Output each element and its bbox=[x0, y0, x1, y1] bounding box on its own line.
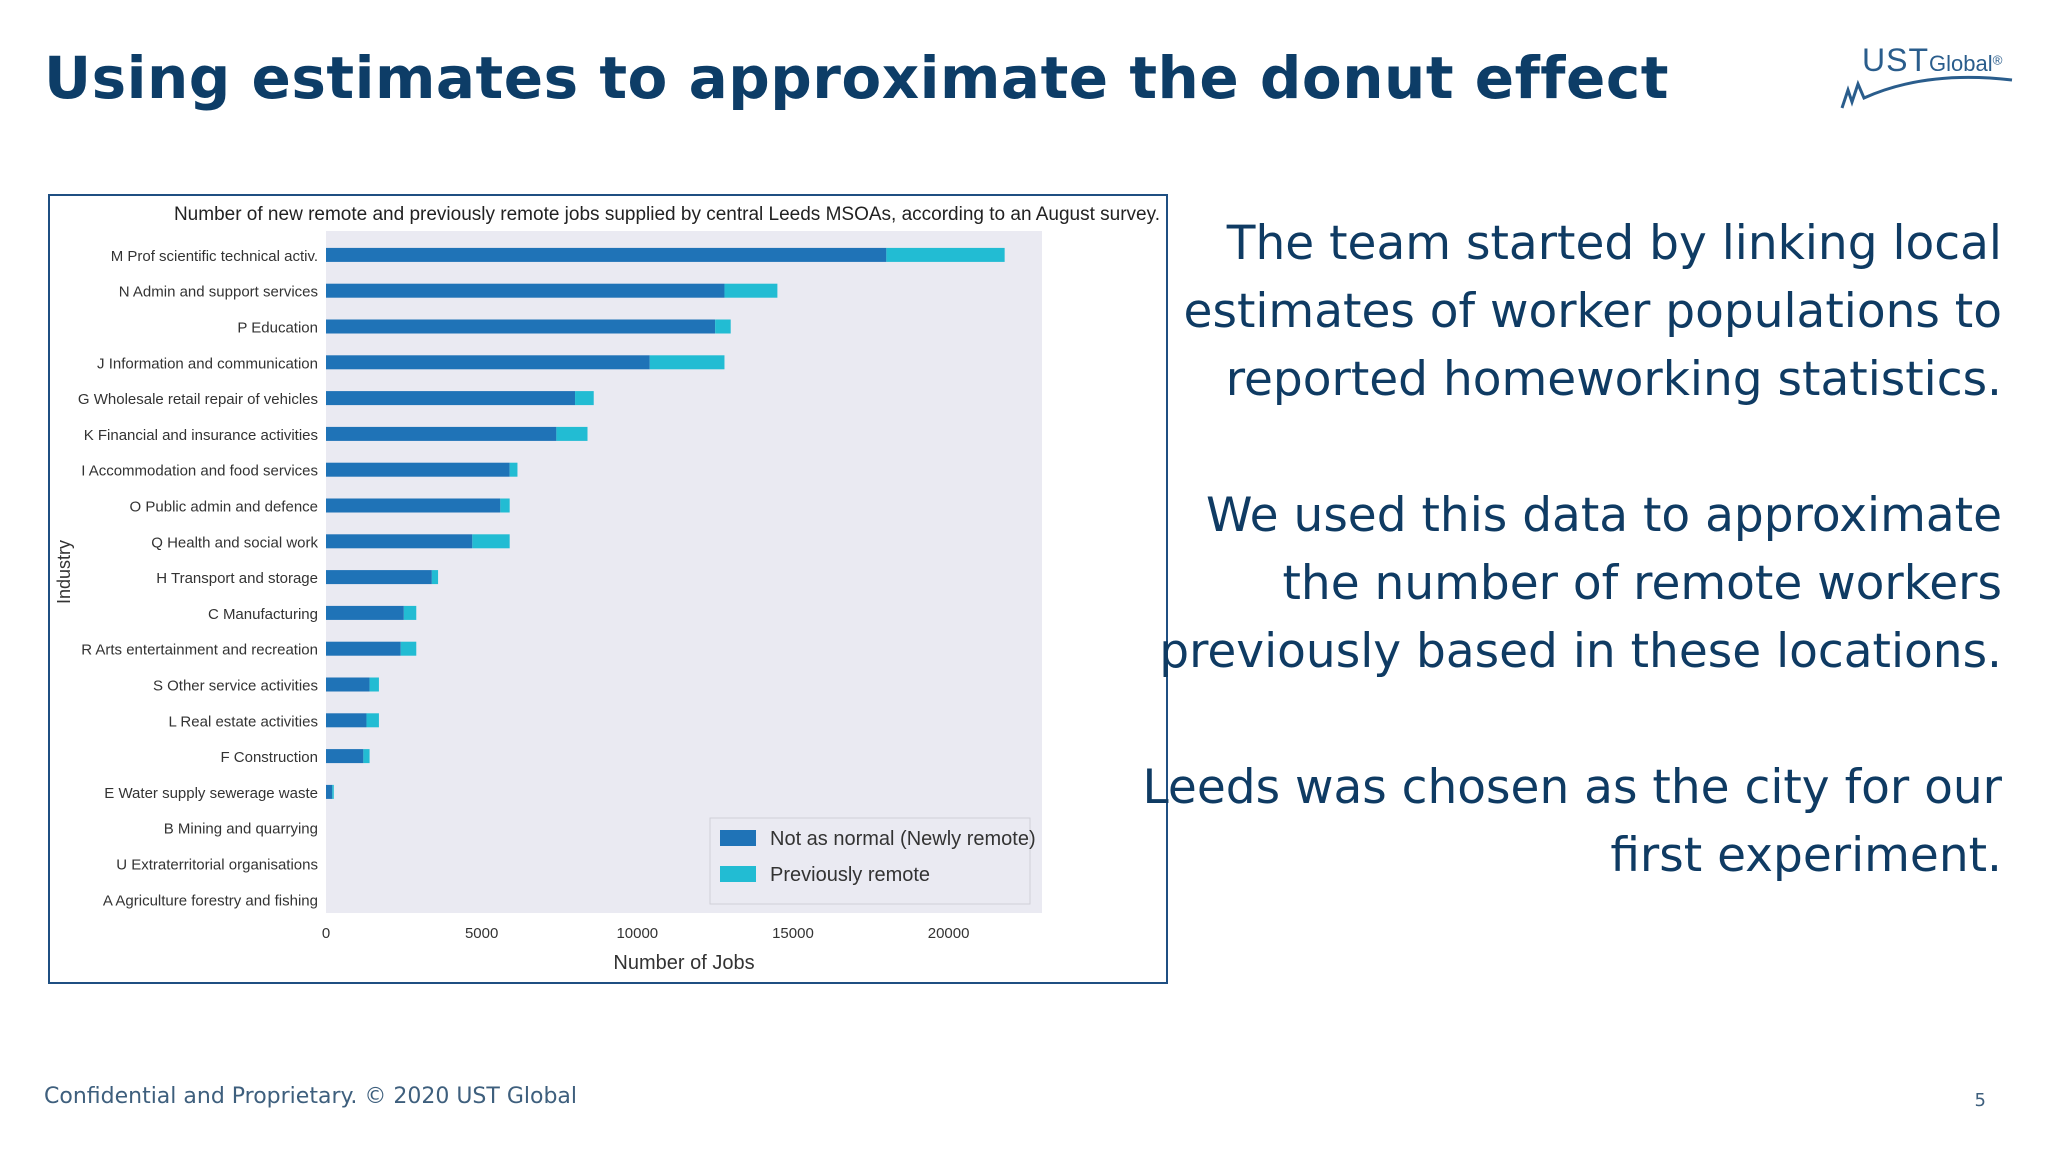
chart-legend: Not as normal (Newly remote) Previously … bbox=[709, 817, 1036, 905]
bar-newly-remote-i-accommodation-and-food-services bbox=[326, 462, 510, 477]
chart-title: Number of new remote and previously remo… bbox=[174, 204, 1160, 225]
bar-previously-remote-f-construction bbox=[363, 749, 370, 764]
plot-background bbox=[326, 231, 1042, 913]
bar-previously-remote-q-health-and-social-work bbox=[472, 534, 510, 549]
category-label-j-information-and-communication: J Information and communication bbox=[97, 355, 318, 372]
x-tick-label-20000: 20000 bbox=[928, 925, 970, 942]
category-label-k-financial-and-insurance-activities: K Financial and insurance activities bbox=[84, 427, 318, 444]
category-labels: M Prof scientific technical activ. N Admi… bbox=[78, 248, 319, 909]
category-label-n-admin-and-support-services: N Admin and support services bbox=[119, 284, 318, 301]
bar-newly-remote-f-construction bbox=[326, 749, 364, 764]
bar-newly-remote-m-prof-scientific-technical-activ bbox=[326, 247, 887, 262]
category-label-u-extraterritorial-organisations: U Extraterritorial organisations bbox=[116, 857, 318, 874]
bar-newly-remote-p-education bbox=[326, 319, 716, 334]
bar-previously-remote-s-other-service-activities bbox=[369, 677, 379, 692]
logo-swoosh-icon bbox=[1840, 75, 2013, 109]
x-tick-label-5000: 5000 bbox=[465, 925, 498, 942]
bar-newly-remote-j-information-and-communication bbox=[326, 355, 650, 370]
chart-canvas: Number of new remote and previously remo… bbox=[54, 204, 1160, 974]
x-tick-label-15000: 15000 bbox=[772, 925, 814, 942]
category-label-b-mining-and-quarrying: B Mining and quarrying bbox=[164, 821, 318, 838]
bar-newly-remote-n-admin-and-support-services bbox=[326, 283, 725, 298]
bar-previously-remote-e-water-supply-sewerage-waste bbox=[332, 784, 334, 799]
x-axis-ticks: 0 5000 10000 15000 20000 bbox=[322, 925, 970, 942]
footer-copyright: Confidential and Proprietary. © 2020 UST… bbox=[44, 1084, 578, 1109]
bar-newly-remote-g-wholesale-retail-repair-of-vehicles bbox=[326, 391, 576, 406]
bar-newly-remote-c-manufacturing bbox=[326, 605, 404, 620]
body-paragraph-1: The team started by linking local estima… bbox=[1183, 216, 2002, 407]
bar-previously-remote-i-accommodation-and-food-services bbox=[509, 462, 518, 477]
bar-newly-remote-o-public-admin-and-defence bbox=[326, 498, 501, 513]
y-axis-label: Industry bbox=[54, 540, 74, 604]
page-number: 5 bbox=[1974, 1090, 1986, 1111]
bar-newly-remote-l-real-estate-activities bbox=[326, 713, 367, 728]
category-label-a-agriculture-forestry-and-fishing: A Agriculture forestry and fishing bbox=[103, 892, 318, 909]
bar-previously-remote-o-public-admin-and-defence bbox=[500, 498, 510, 513]
category-label-g-wholesale-retail-repair-of-vehicles: G Wholesale retail repair of vehicles bbox=[78, 391, 318, 408]
company-logo: USTGlobal® bbox=[1836, 40, 2016, 112]
category-label-i-accommodation-and-food-services: I Accommodation and food services bbox=[81, 463, 318, 480]
category-label-m-prof-scientific-technical-activ: M Prof scientific technical activ. bbox=[111, 248, 318, 265]
category-label-e-water-supply-sewerage-waste: E Water supply sewerage waste bbox=[104, 785, 318, 802]
bar-newly-remote-q-health-and-social-work bbox=[326, 534, 473, 549]
category-label-l-real-estate-activities: L Real estate activities bbox=[168, 713, 318, 730]
bar-previously-remote-g-wholesale-retail-repair-of-vehicles bbox=[575, 391, 594, 406]
legend-swatch-previously-remote bbox=[720, 866, 756, 882]
bars-layer bbox=[326, 247, 1005, 799]
x-axis-label: Number of Jobs bbox=[613, 952, 754, 974]
category-label-q-health-and-social-work: Q Health and social work bbox=[151, 534, 318, 551]
category-label-h-transport-and-storage: H Transport and storage bbox=[156, 570, 318, 587]
category-label-f-construction: F Construction bbox=[220, 749, 318, 766]
bar-previously-remote-j-information-and-communication bbox=[649, 355, 725, 370]
x-tick-label-10000: 10000 bbox=[616, 925, 658, 942]
bar-previously-remote-p-education bbox=[715, 319, 731, 334]
category-label-r-arts-entertainment-and-recreation: R Arts entertainment and recreation bbox=[81, 642, 318, 659]
bar-previously-remote-h-transport-and-storage bbox=[431, 570, 439, 585]
category-label-p-education: P Education bbox=[237, 320, 318, 337]
logo-wordmark: USTGlobal® bbox=[1862, 42, 2003, 78]
bar-newly-remote-k-financial-and-insurance-activities bbox=[326, 426, 557, 441]
category-label-o-public-admin-and-defence: O Public admin and defence bbox=[130, 499, 318, 516]
category-label-s-other-service-activities: S Other service activities bbox=[153, 678, 318, 695]
legend-swatch-newly-remote bbox=[720, 830, 756, 846]
body-paragraph-2: We used this data to approximate the num… bbox=[1159, 488, 2002, 679]
category-label-c-manufacturing: C Manufacturing bbox=[208, 606, 318, 623]
slide-title: Using estimates to approximate the donut… bbox=[44, 44, 1669, 112]
legend-label-newly-remote: Not as normal (Newly remote) bbox=[770, 828, 1036, 850]
legend-label-previously-remote: Previously remote bbox=[770, 864, 930, 886]
bar-previously-remote-m-prof-scientific-technical-activ bbox=[886, 247, 1005, 262]
bar-previously-remote-l-real-estate-activities bbox=[366, 713, 379, 728]
bar-previously-remote-n-admin-and-support-services bbox=[724, 283, 778, 298]
bar-newly-remote-r-arts-entertainment-and-recreation bbox=[326, 641, 401, 656]
bar-newly-remote-s-other-service-activities bbox=[326, 677, 370, 692]
x-tick-label-0: 0 bbox=[322, 925, 330, 942]
body-text: The team started by linking local estima… bbox=[1142, 210, 2002, 890]
jobs-bar-chart: Number of new remote and previously remo… bbox=[48, 194, 1168, 984]
bar-previously-remote-c-manufacturing bbox=[403, 605, 417, 620]
body-paragraph-3: Leeds was chosen as the city for our fir… bbox=[1142, 760, 2002, 883]
legend-box bbox=[709, 817, 1031, 905]
bar-previously-remote-r-arts-entertainment-and-recreation bbox=[400, 641, 417, 656]
bar-newly-remote-h-transport-and-storage bbox=[326, 570, 432, 585]
bar-newly-remote-e-water-supply-sewerage-waste bbox=[326, 784, 333, 799]
bar-previously-remote-k-financial-and-insurance-activities bbox=[556, 426, 588, 441]
